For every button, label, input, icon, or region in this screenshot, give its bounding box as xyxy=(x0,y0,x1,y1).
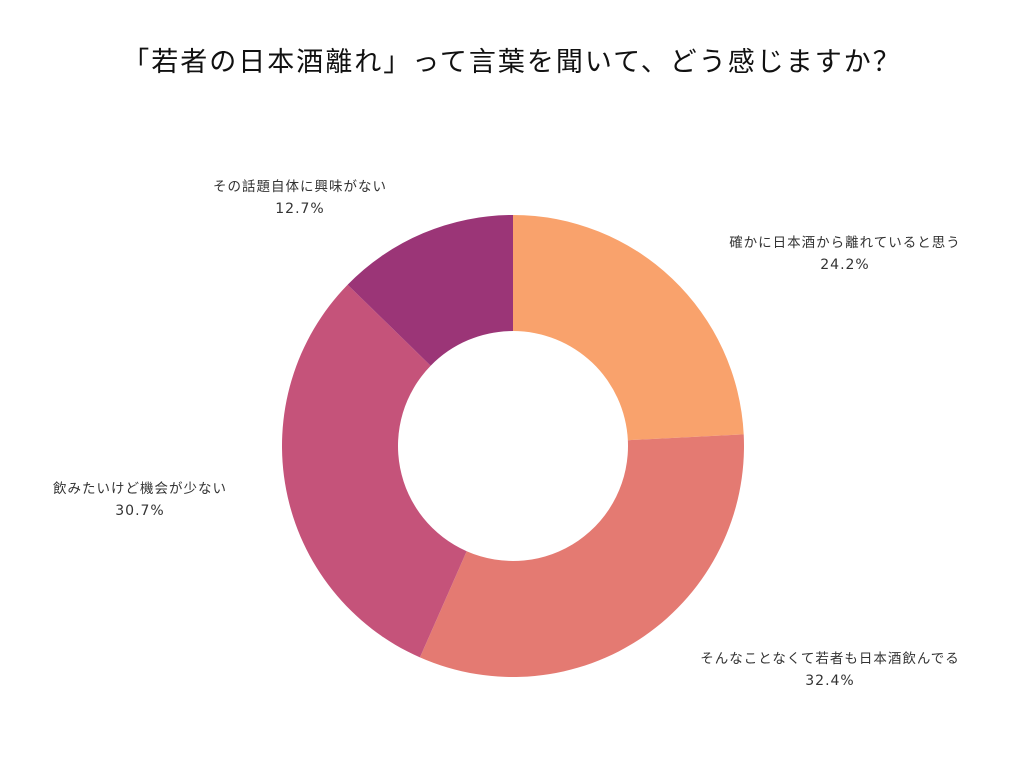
donut-slice xyxy=(347,215,513,366)
donut-slice xyxy=(513,215,744,441)
donut-slices xyxy=(281,215,744,677)
slice-label-pct: 30.7% xyxy=(115,503,165,519)
slice-label-1: 確かに日本酒から離れていると思う 24.2% xyxy=(690,232,1000,276)
slice-label-4: その話題自体に興味がない 12.7% xyxy=(180,176,420,220)
slice-label-text: 飲みたいけど機会が少ない xyxy=(53,481,227,497)
slice-label-2: そんなことなくて若者も日本酒飲んでる 32.4% xyxy=(660,648,1000,692)
donut-slice xyxy=(419,434,744,677)
donut-slice xyxy=(281,284,467,658)
slice-label-pct: 32.4% xyxy=(805,673,855,689)
chart-title: 「若者の日本酒離れ」って言葉を聞いて、どう感じますか？ xyxy=(122,47,902,78)
slice-label-pct: 24.2% xyxy=(820,257,870,273)
slice-label-text: 確かに日本酒から離れていると思う xyxy=(729,235,961,251)
slice-label-3: 飲みたいけど機会が少ない 30.7% xyxy=(20,478,260,522)
slice-label-pct: 12.7% xyxy=(275,201,325,217)
slice-label-text: その話題自体に興味がない xyxy=(213,179,387,195)
slice-label-text: そんなことなくて若者も日本酒飲んでる xyxy=(700,651,960,667)
